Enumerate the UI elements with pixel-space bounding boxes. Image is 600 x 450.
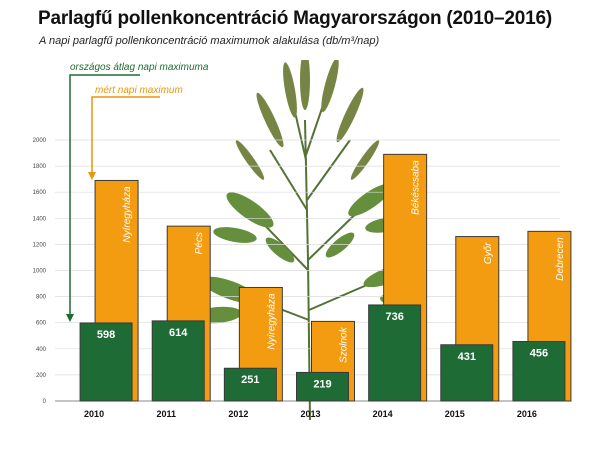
y-tick-label: 400 xyxy=(36,347,47,353)
bar-city-label: Békéscsaba xyxy=(411,160,422,215)
bar-city-label: Szolnok xyxy=(339,326,350,363)
y-tick-label: 1800 xyxy=(33,164,47,170)
y-tick-label: 0 xyxy=(43,399,47,405)
y-tick-label: 1200 xyxy=(33,242,47,248)
bar-value-label: 614 xyxy=(169,327,188,339)
bar-value-label: 456 xyxy=(530,347,548,359)
bar-city-label: Nyíregyháza xyxy=(266,293,277,350)
legend-arrowhead-green xyxy=(66,314,74,322)
y-tick-label: 600 xyxy=(36,321,47,327)
bar-value-label: 598 xyxy=(97,329,115,341)
bar-national-average xyxy=(368,304,422,402)
bar-city-label: Pécs xyxy=(194,232,205,254)
bar-value-label: 251 xyxy=(241,374,259,386)
y-tick-label: 800 xyxy=(36,295,47,301)
y-tick-label: 1400 xyxy=(33,216,47,222)
y-tick-label: 1000 xyxy=(33,269,47,275)
bar-city-label: Győr xyxy=(483,242,494,264)
x-tick-label: 2010 xyxy=(84,409,104,419)
bar-national-average xyxy=(440,344,494,402)
bars: Nyíregyháza 598 Pécs 614 Nyíregyháza 251 Szoln… xyxy=(79,153,572,402)
bar-city-label: Nyíregyháza xyxy=(122,186,133,243)
bar-national-average xyxy=(512,340,566,402)
x-tick-label: 2011 xyxy=(156,409,176,419)
bar-national-average xyxy=(223,367,277,402)
legend-arrow-orange xyxy=(91,96,160,176)
legend-arrow-green xyxy=(69,74,140,318)
bar-national-average xyxy=(151,320,205,402)
y-tick-label: 2000 xyxy=(33,138,47,144)
bar-value-label: 219 xyxy=(313,378,331,390)
bar-city-label: Debrecen xyxy=(555,237,566,281)
y-tick-label: 200 xyxy=(36,373,47,379)
legend-arrowhead-orange xyxy=(88,172,96,180)
x-axis-ticks: 2010 2011 2012 2013 2014 2015 2016 xyxy=(84,409,537,419)
x-tick-label: 2013 xyxy=(300,409,320,419)
x-tick-label: 2015 xyxy=(445,409,465,419)
legend-measured-max: mért napi maximum xyxy=(95,85,183,96)
x-tick-label: 2016 xyxy=(517,409,537,419)
x-tick-label: 2012 xyxy=(228,409,248,419)
bar-value-label: 736 xyxy=(385,311,403,323)
bar-national-average xyxy=(296,371,349,402)
bar-national-average xyxy=(79,322,133,402)
chart-title: Parlagfű pollenkoncentráció Magyarország… xyxy=(38,8,552,29)
y-tick-label: 1600 xyxy=(33,190,47,196)
x-tick-label: 2014 xyxy=(373,409,393,419)
legend-national-average: országos átlag napi maximuma xyxy=(70,62,209,73)
y-axis-ticks: 0 200 400 600 800 1000 1200 1400 1600 1800 2000 xyxy=(33,138,47,405)
bar-value-label: 431 xyxy=(458,351,476,363)
chart-subtitle: A napi parlagfű pollenkoncentráció maxim… xyxy=(39,35,380,47)
